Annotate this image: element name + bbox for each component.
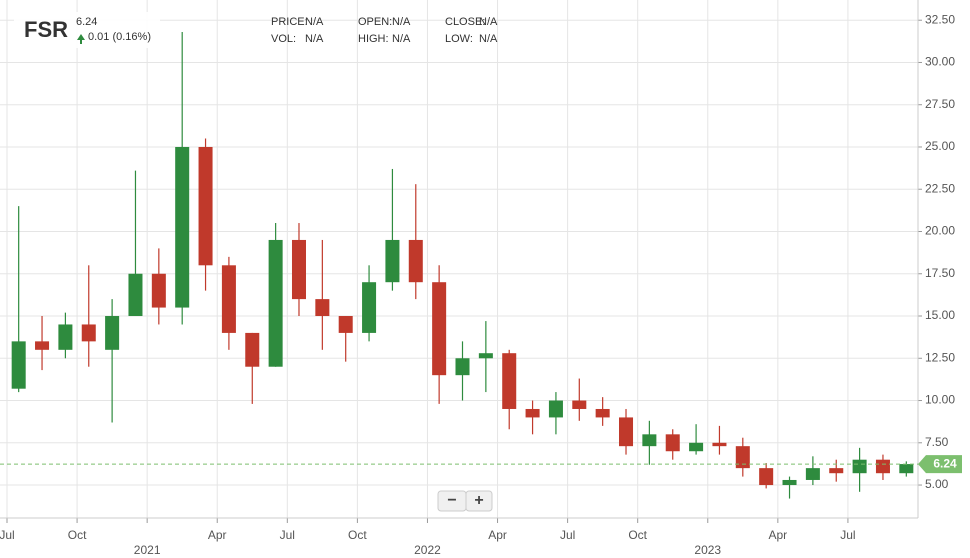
info-label: OPEN: <box>358 16 392 28</box>
candle-body <box>875 459 890 474</box>
y-tick-label: 12.50 <box>925 350 955 364</box>
candle-body <box>572 400 587 409</box>
x-tick-label: Oct <box>628 528 647 542</box>
y-tick-label: 20.00 <box>925 224 955 238</box>
y-tick-label: 27.50 <box>925 97 955 111</box>
x-tick-label: Jul <box>280 528 295 542</box>
candle-body <box>11 341 26 389</box>
x-tick-label: Oct <box>348 528 367 542</box>
candle-body <box>455 358 470 376</box>
candle-body <box>548 400 563 418</box>
info-label: VOL: <box>271 33 296 45</box>
y-tick-label: 15.00 <box>925 308 955 322</box>
candle-body <box>338 316 353 333</box>
candle-body <box>221 265 236 333</box>
y-tick-label: 30.00 <box>925 55 955 69</box>
candle-body <box>128 273 143 317</box>
candle-body <box>432 282 447 376</box>
candle-body <box>408 239 423 283</box>
candle-body <box>665 434 680 452</box>
candle-body <box>478 353 493 359</box>
y-tick-label: 22.50 <box>925 181 955 195</box>
candle-body <box>805 468 820 480</box>
info-value: N/A <box>479 16 498 28</box>
info-label: HIGH: <box>358 33 389 45</box>
candle-body <box>829 468 844 474</box>
x-tick-label: Apr <box>769 528 788 542</box>
candle-body <box>81 324 96 342</box>
info-label: CLOSE: <box>445 16 485 28</box>
last-price-label: 6.24 <box>933 456 957 470</box>
quote-box <box>14 12 160 48</box>
candle-body <box>362 282 377 333</box>
candle-body <box>151 273 166 308</box>
x-tick-label: Oct <box>68 528 87 542</box>
x-tick-label: 2023 <box>694 543 721 557</box>
info-label: LOW: <box>445 33 473 45</box>
zoom-controls: − + <box>437 490 493 512</box>
candle-body <box>268 239 283 367</box>
y-tick-label: 5.00 <box>925 477 949 491</box>
info-label: PRICE: <box>271 16 308 28</box>
candle-body <box>712 442 727 447</box>
candle-body <box>852 459 867 474</box>
candle-body <box>642 434 657 447</box>
up-arrow <box>77 34 85 44</box>
candle-body <box>595 408 610 418</box>
info-value: N/A <box>392 16 411 28</box>
candle-body <box>175 146 190 308</box>
candle-body <box>385 239 400 283</box>
symbol: FSR <box>24 17 68 42</box>
candle-body <box>105 316 120 350</box>
last-price-tag <box>918 455 962 474</box>
y-tick-label: 25.00 <box>925 139 955 153</box>
candle-body <box>689 442 704 452</box>
header-price: 6.24 <box>76 16 97 28</box>
candle-body <box>58 324 73 350</box>
zoom-in-label[interactable]: + <box>474 492 483 509</box>
x-tick-label: 2021 <box>134 543 161 557</box>
info-value: N/A <box>305 16 324 28</box>
y-tick-label: 10.00 <box>925 393 955 407</box>
x-tick-label: Apr <box>488 528 507 542</box>
candle-body <box>899 464 914 474</box>
zoom-in-button[interactable] <box>465 490 493 512</box>
candle-body <box>315 299 330 317</box>
candle-body <box>735 446 750 469</box>
header-change: 0.01 (0.16%) <box>88 31 151 43</box>
candle-body <box>291 239 306 300</box>
info-value: N/A <box>305 33 324 45</box>
x-tick-label: Jul <box>0 528 15 542</box>
candle-body <box>35 341 50 350</box>
y-tick-label: 7.50 <box>925 435 949 449</box>
y-tick-label: 17.50 <box>925 266 955 280</box>
x-tick-label: Jul <box>560 528 575 542</box>
candle-body <box>525 408 540 418</box>
x-tick-label: 2022 <box>414 543 441 557</box>
candle-body <box>502 353 517 409</box>
x-tick-label: Jul <box>840 528 855 542</box>
x-tick-label: Apr <box>208 528 227 542</box>
info-value: N/A <box>479 33 498 45</box>
zoom-out-label[interactable]: − <box>447 492 456 509</box>
candle-body <box>619 417 634 447</box>
y-tick-label: 32.50 <box>925 12 955 26</box>
candle-body <box>759 468 774 486</box>
info-value: N/A <box>392 33 411 45</box>
candle-body <box>245 332 260 367</box>
candle-body <box>198 146 213 266</box>
candle-body <box>782 479 797 486</box>
